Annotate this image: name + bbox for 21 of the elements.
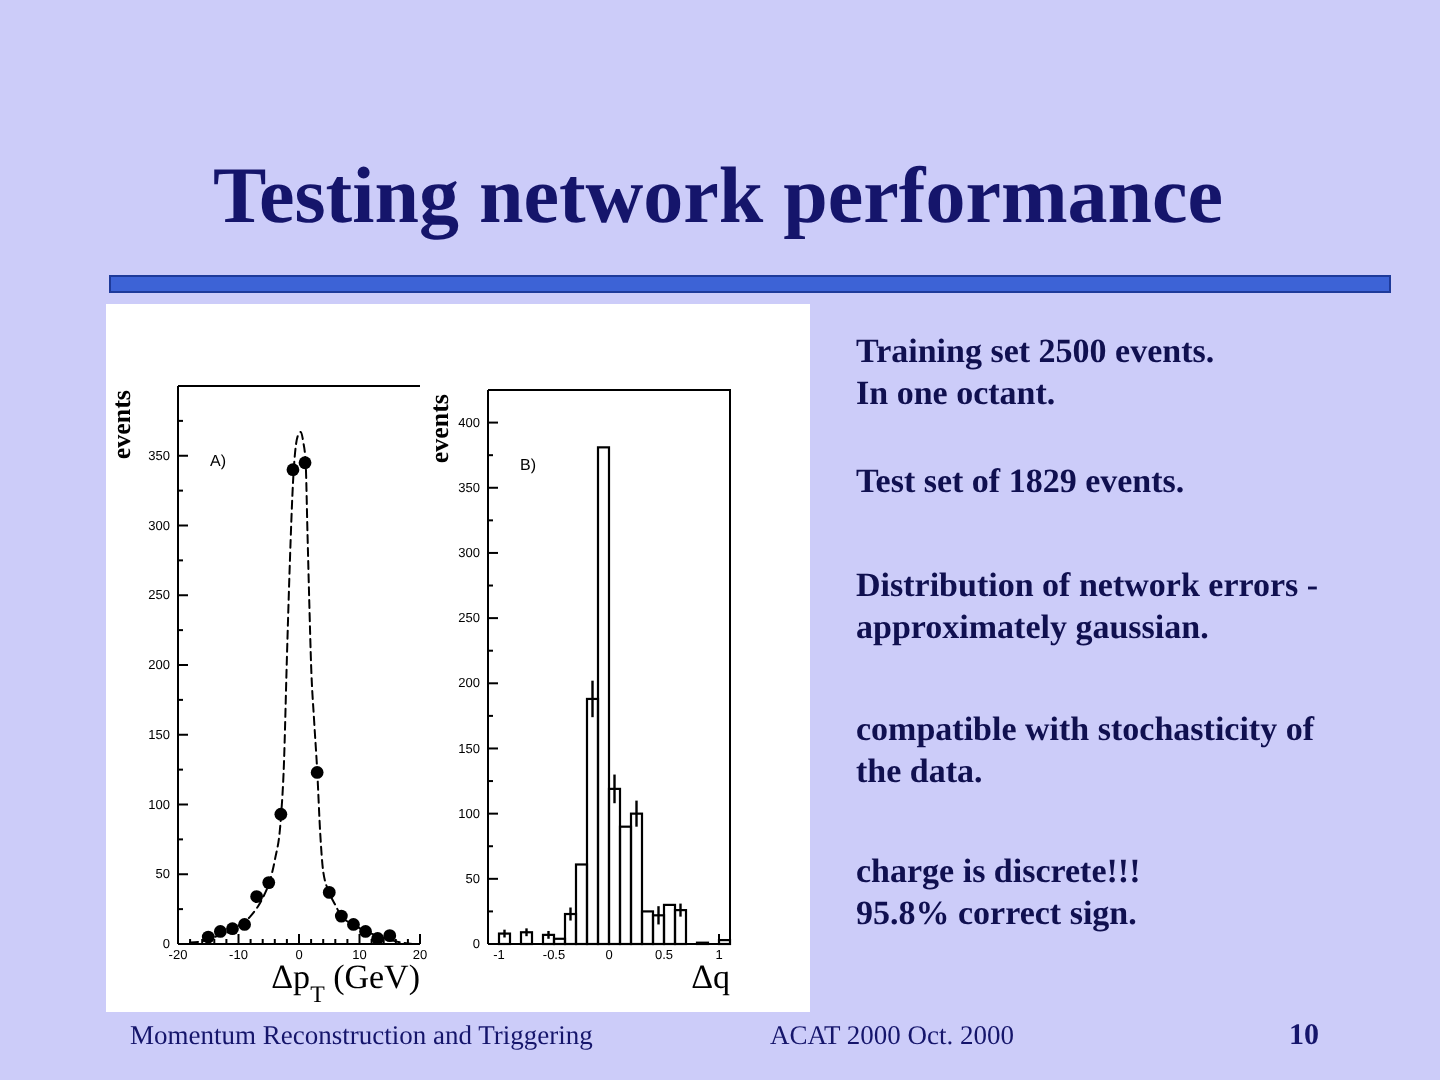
y-axis-title: events (424, 394, 454, 464)
text: Testing network performance (212, 150, 1224, 240)
text: 95.8% correct sign. (856, 894, 1137, 932)
point (371, 932, 385, 945)
text: approximately gaussian. (856, 608, 1209, 646)
text: ACAT 2000 Oct. 2000 (770, 1020, 1015, 1050)
y-axis-title: events (106, 390, 136, 460)
text: Distribution of network errors - (856, 566, 1319, 604)
text: Momentum Reconstruction and Triggering (130, 1020, 594, 1050)
x-axis-title: Δp$_{T}$ (GeV) (271, 958, 420, 1008)
text: 10 (1289, 1020, 1319, 1052)
annotation: B) (520, 456, 537, 474)
text: Test set of 1829 events. (856, 462, 1185, 500)
x-axis-title: Δq (691, 958, 731, 996)
text: In one octant. (856, 374, 1056, 412)
text: the data. (856, 752, 983, 790)
text: compatible with stochasticity of (856, 710, 1315, 748)
text: Training set 2500 events. (856, 332, 1215, 370)
point (250, 890, 264, 903)
text: charge is discrete!!! (856, 852, 1141, 890)
annotation: A) (210, 452, 227, 470)
